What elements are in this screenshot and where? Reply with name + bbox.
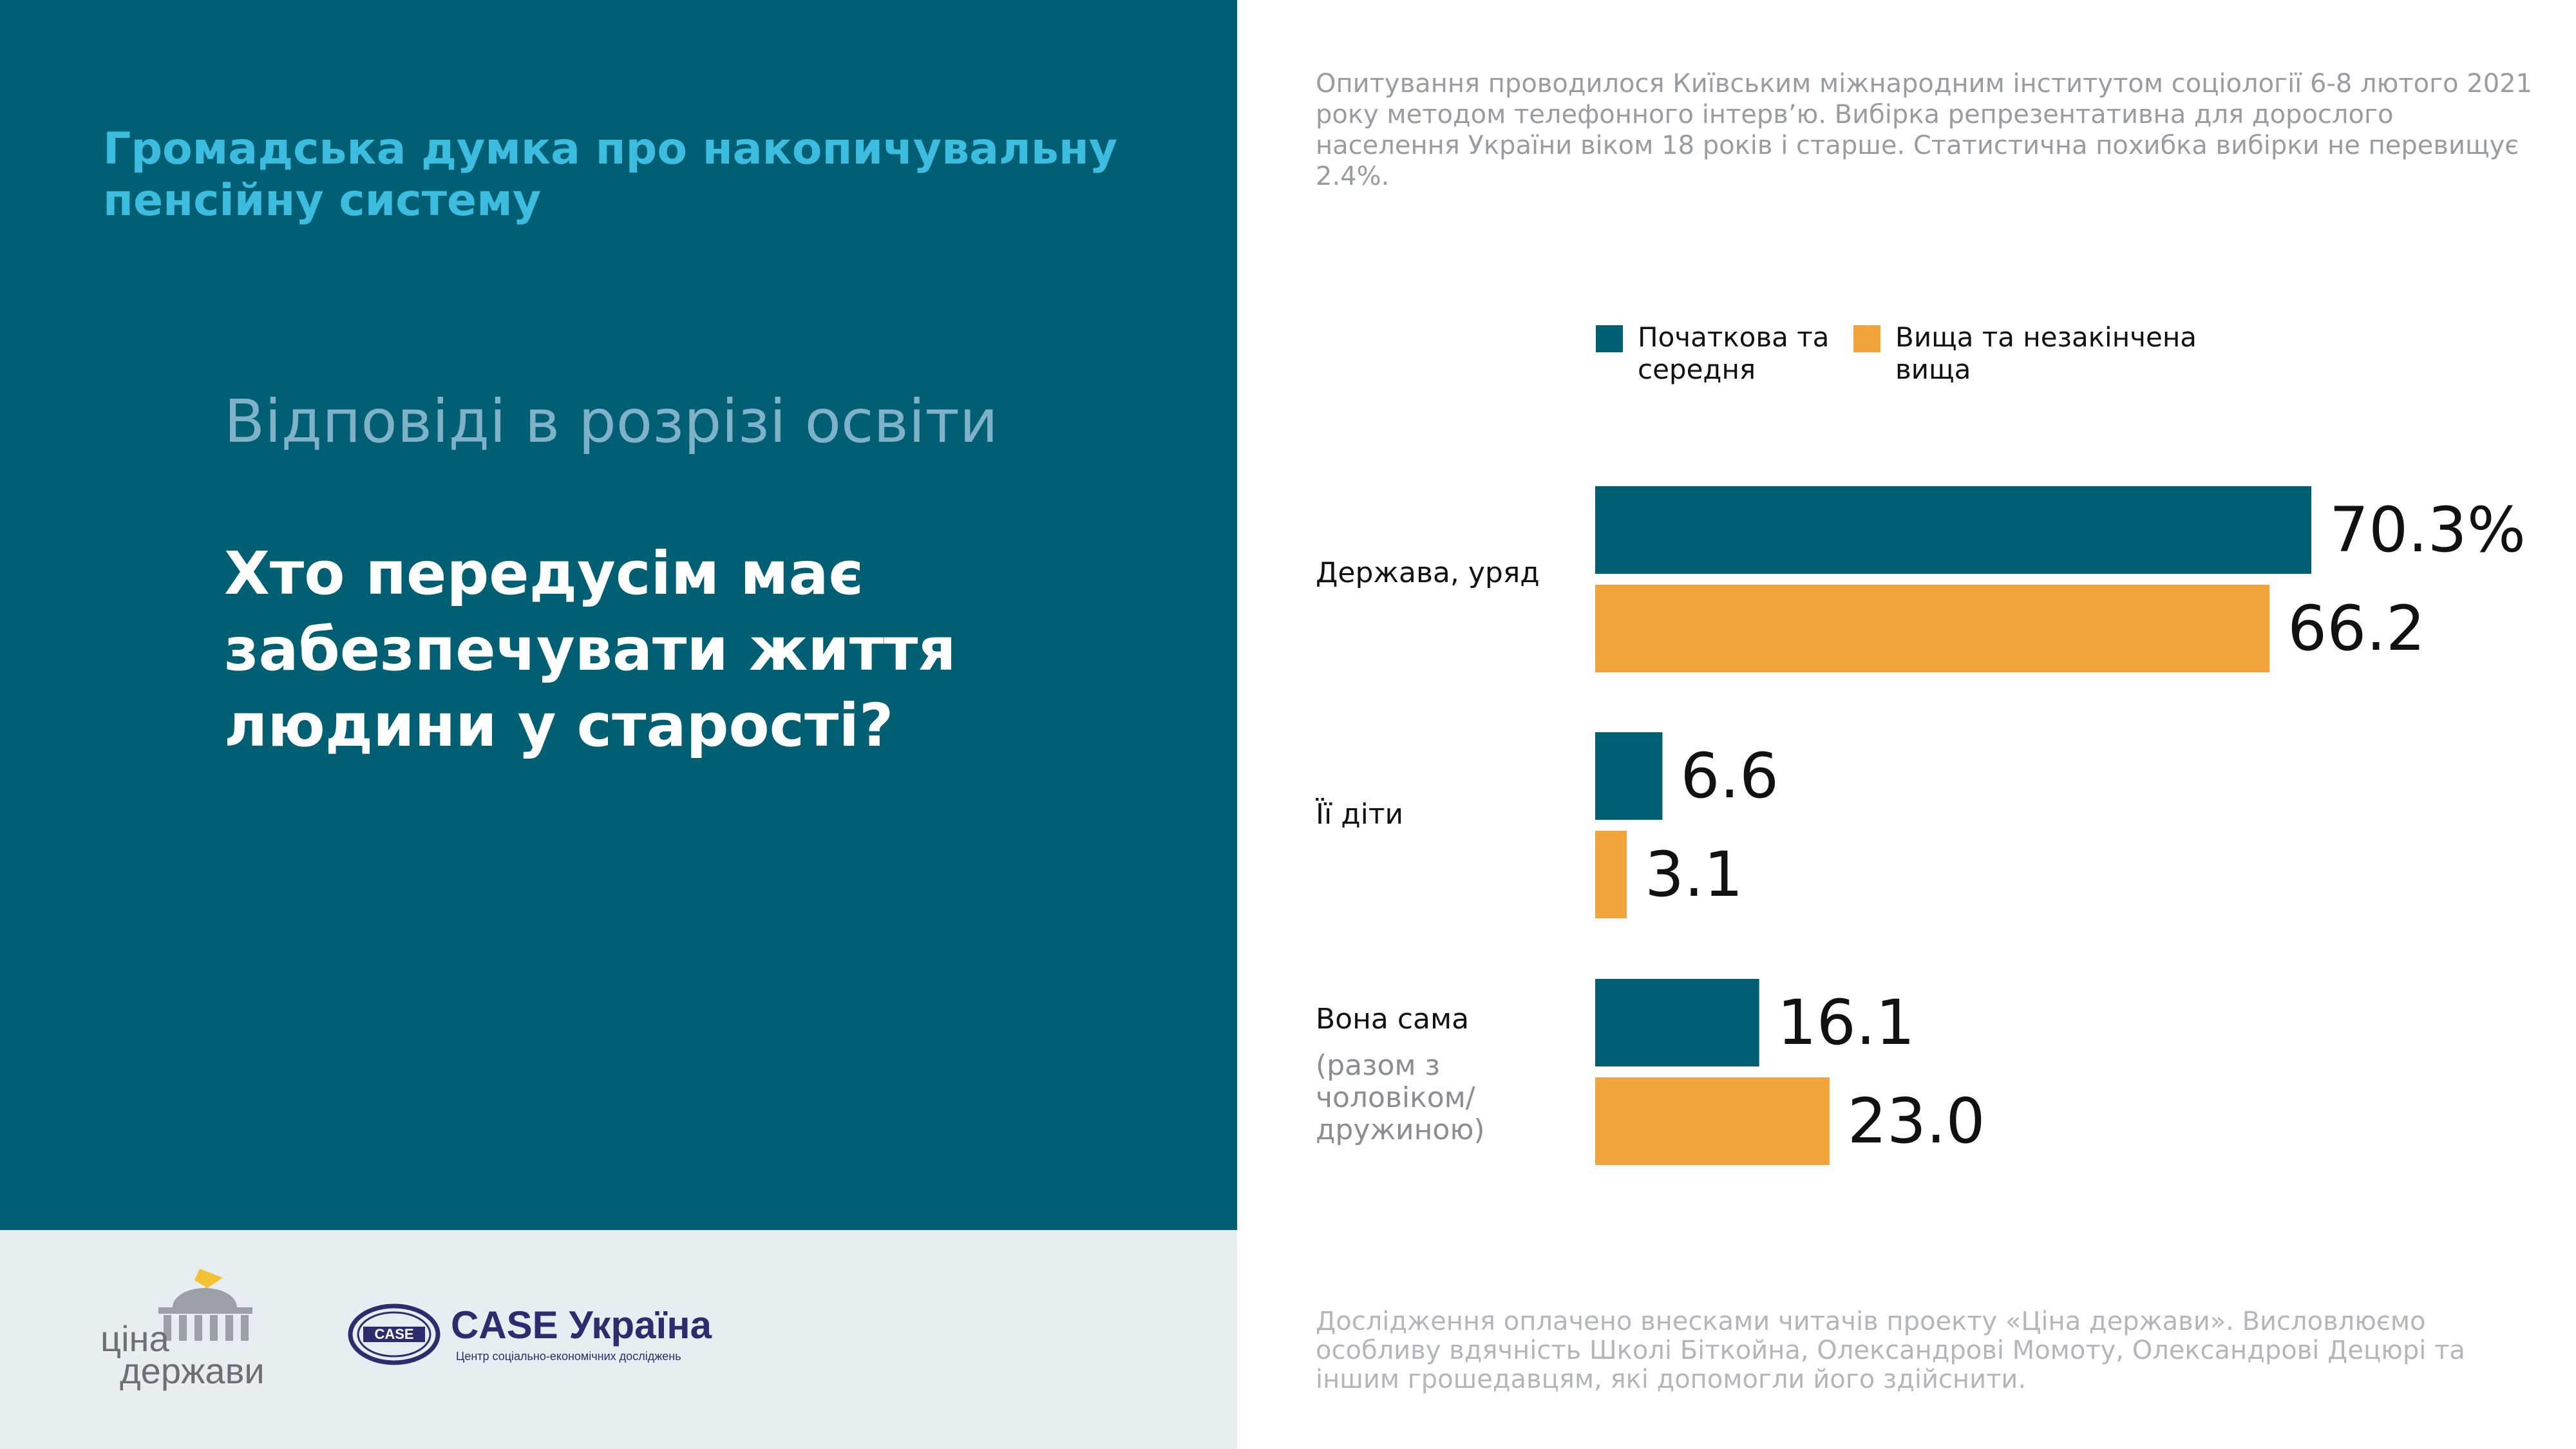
data-label-0-2: 16.1 bbox=[1777, 987, 1915, 1059]
legend-swatch-series-a bbox=[1596, 325, 1623, 352]
cina-logo-word2: держави bbox=[120, 1350, 265, 1391]
left-panel bbox=[0, 0, 1237, 1230]
bar-primary-secondary-edu-2 bbox=[1595, 979, 1759, 1066]
survey-question: Хто передусім має забезпечувати життя лю… bbox=[224, 539, 956, 760]
cina-logo-word1: ціна bbox=[100, 1318, 169, 1359]
bar-higher-edu-1 bbox=[1595, 831, 1627, 918]
bar-higher-edu-2 bbox=[1595, 1077, 1830, 1165]
data-label-1-0: 66.2 bbox=[2287, 592, 2425, 665]
case-logo-name: CASE Україна bbox=[451, 1303, 712, 1347]
case-badge-text: CASE bbox=[374, 1326, 413, 1342]
category-note-self: (разом з чоловіком/ дружиною) bbox=[1316, 1049, 1485, 1146]
footer-band bbox=[0, 1230, 1237, 1449]
bar-primary-secondary-edu-0 bbox=[1595, 486, 2311, 574]
acknowledgement-note: Дослідження оплачено внесками читачів пр… bbox=[1316, 1307, 2465, 1394]
cina-derzhavy-logo: ціна держави bbox=[97, 1269, 290, 1400]
legend-label-series-b: Вища та незакінчена вища bbox=[1895, 321, 2197, 385]
data-label-1-2: 23.0 bbox=[1848, 1085, 1985, 1157]
page-title: Громадська думка про накопичувальну пенс… bbox=[103, 124, 1118, 226]
legend-label-series-a: Початкова та середня bbox=[1638, 321, 1830, 385]
category-label-self: Вона сама bbox=[1316, 1003, 1470, 1036]
data-label-1-1: 3.1 bbox=[1645, 838, 1743, 911]
bar-primary-secondary-edu-1 bbox=[1595, 732, 1663, 820]
category-label-children: Її діти bbox=[1316, 798, 1404, 831]
case-logo-tagline: Центр соціально-економічних досліджень bbox=[456, 1350, 681, 1363]
case-ukraine-logo: CASE CASE Україна Центр соціально-економ… bbox=[348, 1301, 734, 1374]
bar-higher-edu-0 bbox=[1595, 585, 2270, 672]
legend-swatch-series-b bbox=[1853, 325, 1880, 352]
cina-derzhavy-building-icon: ціна держави bbox=[100, 1269, 265, 1391]
category-label-state: Держава, уряд bbox=[1316, 556, 1540, 589]
data-label-0-0: 70.3% bbox=[2329, 494, 2526, 566]
case-logo-mark: CASE CASE Україна Центр соціально-економ… bbox=[348, 1303, 712, 1365]
methodology-note: Опитування проводилося Київським міжнаро… bbox=[1316, 69, 2533, 191]
page-subtitle: Відповіді в розрізі освіти bbox=[224, 387, 998, 456]
data-label-0-1: 6.6 bbox=[1680, 740, 1779, 812]
